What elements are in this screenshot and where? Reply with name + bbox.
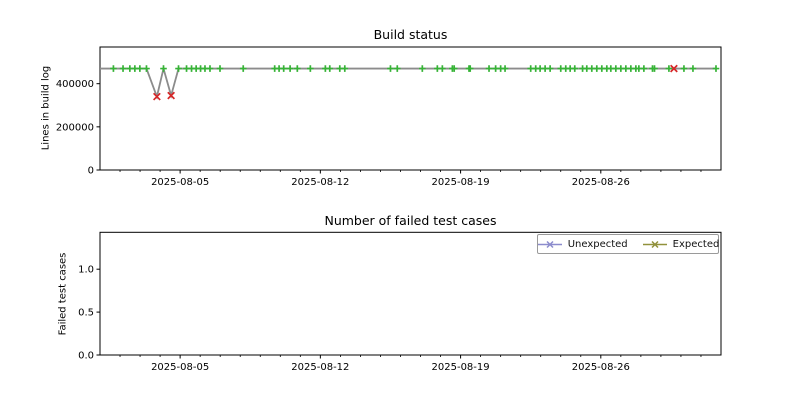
- y-tick-label: 400000: [56, 79, 94, 90]
- success-build-marker: [326, 65, 334, 72]
- success-build-marker: [680, 65, 688, 72]
- y-tick-label: 200000: [56, 122, 94, 133]
- success-build-marker: [501, 65, 509, 72]
- success-build-marker: [466, 65, 474, 72]
- x-tick-label: 2025-08-19: [432, 362, 490, 373]
- axes-frame: [99, 46, 722, 171]
- success-build-marker: [206, 65, 214, 72]
- x-tick-label: 2025-08-26: [572, 177, 630, 188]
- x-tick-label: 2025-08-26: [572, 362, 630, 373]
- success-build-marker: [341, 65, 349, 72]
- success-build-marker: [439, 65, 446, 72]
- success-build-marker: [294, 65, 301, 72]
- success-build-marker: [712, 65, 720, 72]
- success-build-marker: [143, 65, 150, 72]
- bottom-plot-ylabel: Failed test cases: [57, 252, 69, 336]
- top-plot-ylabel: Lines in build log: [40, 65, 52, 151]
- expected-line-x-icon: [642, 240, 667, 248]
- success-build-marker: [136, 65, 144, 72]
- y-tick-label: 1.0: [78, 265, 94, 276]
- success-build-marker: [485, 65, 493, 72]
- y-tick-label: 0.5: [78, 308, 94, 319]
- success-build-marker: [387, 65, 394, 72]
- success-build-marker: [640, 65, 648, 72]
- top-plot-title: Build status: [373, 27, 448, 42]
- bottom-plot-title: Number of failed test cases: [324, 213, 497, 228]
- unexpected-line-x-icon: [537, 240, 562, 248]
- failed-build-marker: [152, 92, 161, 101]
- success-build-marker: [239, 65, 247, 72]
- success-build-marker: [307, 65, 314, 72]
- x-tick-label: 2025-08-05: [151, 362, 209, 373]
- x-tick-label: 2025-08-19: [432, 177, 490, 188]
- success-build-marker: [393, 65, 401, 72]
- failed-build-marker: [167, 91, 176, 100]
- success-build-marker: [175, 65, 182, 72]
- x-tick-label: 2025-08-12: [291, 177, 349, 188]
- success-build-marker: [119, 65, 127, 72]
- legend: Unexpected Expected: [537, 234, 719, 254]
- success-build-marker: [110, 65, 117, 72]
- success-build-marker: [419, 65, 426, 72]
- success-build-marker: [160, 65, 167, 72]
- success-build-marker: [280, 65, 287, 72]
- success-build-marker: [216, 65, 224, 72]
- success-build-marker: [571, 65, 579, 72]
- legend-entry-expected: Expected: [642, 238, 720, 250]
- success-build-marker: [546, 65, 554, 72]
- failed-build-marker: [670, 64, 678, 73]
- success-build-marker: [651, 65, 658, 72]
- success-build-marker: [450, 65, 458, 72]
- success-build-marker: [689, 65, 697, 72]
- legend-label-unexpected: Unexpected: [567, 238, 628, 250]
- x-tick-label: 2025-08-12: [291, 362, 349, 373]
- y-tick-label: 0: [88, 166, 94, 177]
- legend-label-expected: Expected: [672, 238, 720, 250]
- legend-entry-unexpected: Unexpected: [537, 239, 628, 250]
- y-tick-label: 0.0: [78, 351, 94, 362]
- x-tick-label: 2025-08-05: [151, 177, 209, 188]
- success-build-marker: [286, 65, 294, 72]
- success-build-marker: [665, 65, 673, 72]
